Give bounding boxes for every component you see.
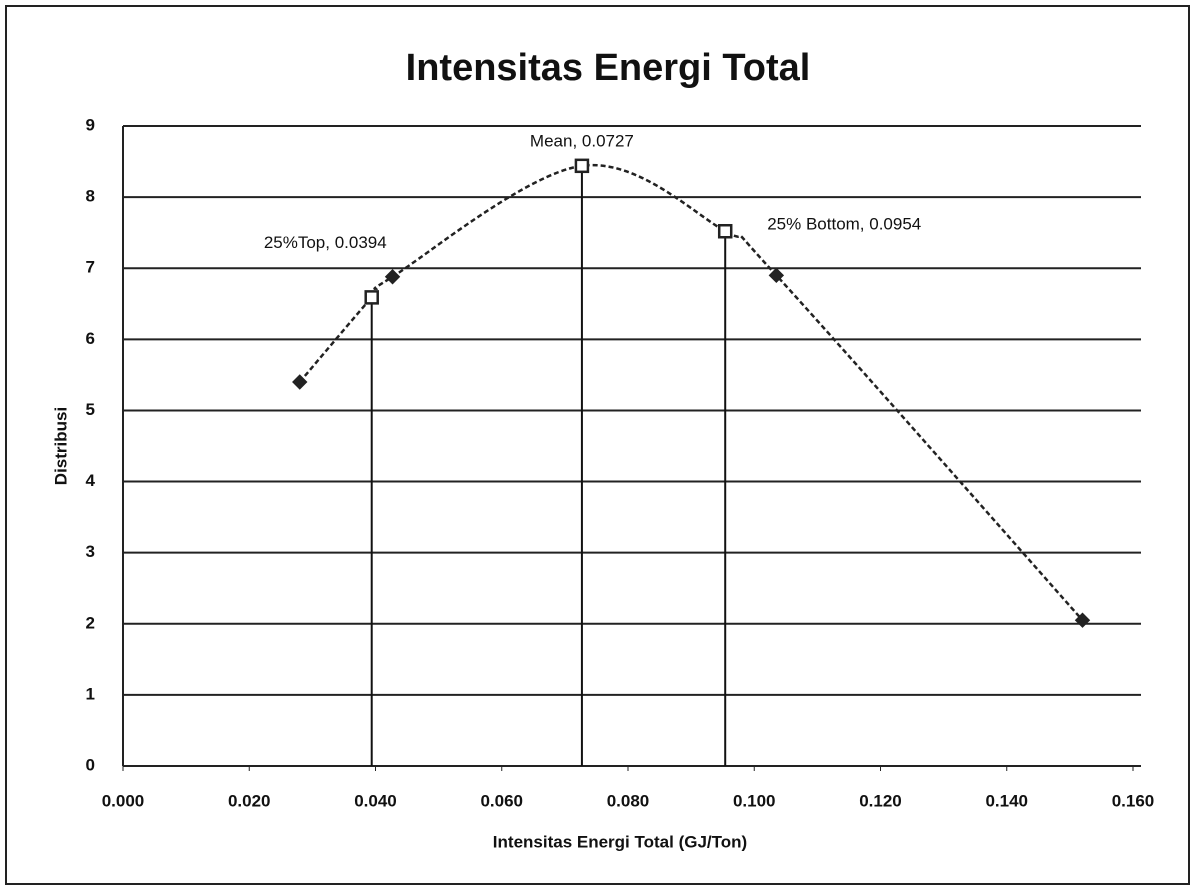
- y-tick-label: 1: [86, 684, 95, 703]
- y-tick-label: 6: [86, 329, 95, 348]
- x-tick-label: 0.080: [607, 791, 650, 810]
- marker: [292, 374, 308, 390]
- y-tick-label: 2: [86, 613, 95, 632]
- y-axis-title: Distribusi: [51, 407, 70, 485]
- x-axis-title: Intensitas Energi Total (GJ/Ton): [493, 832, 747, 851]
- x-tick-label: 0.020: [228, 791, 271, 810]
- y-tick-label: 4: [86, 471, 96, 490]
- chart-title: Intensitas Energi Total: [406, 47, 811, 89]
- y-tick-label: 7: [86, 258, 95, 277]
- data-label: Mean, 0.0727: [530, 131, 634, 150]
- x-tick-label: 0.060: [480, 791, 523, 810]
- x-tick-label: 0.040: [354, 791, 397, 810]
- marker: [384, 269, 401, 285]
- x-tick-label: 0.160: [1112, 791, 1155, 810]
- data-label: 25%Top, 0.0394: [264, 233, 387, 252]
- chart-frame: [5, 5, 1190, 885]
- y-tick-label: 0: [86, 755, 95, 774]
- marker: [768, 267, 785, 284]
- x-tick-label: 0.140: [985, 791, 1028, 810]
- y-tick-label: 3: [86, 542, 95, 561]
- y-tick-label: 8: [86, 187, 95, 206]
- y-tick-label: 5: [86, 400, 95, 419]
- y-tick-label: 9: [86, 115, 95, 134]
- x-tick-label: 0.000: [102, 791, 145, 810]
- marker: [574, 158, 590, 174]
- x-tick-label: 0.120: [859, 791, 902, 810]
- marker: [1074, 612, 1091, 628]
- data-label: 25% Bottom, 0.0954: [767, 215, 921, 234]
- x-tick-label: 0.100: [733, 791, 776, 810]
- marker: [364, 290, 379, 305]
- marker: [717, 223, 733, 239]
